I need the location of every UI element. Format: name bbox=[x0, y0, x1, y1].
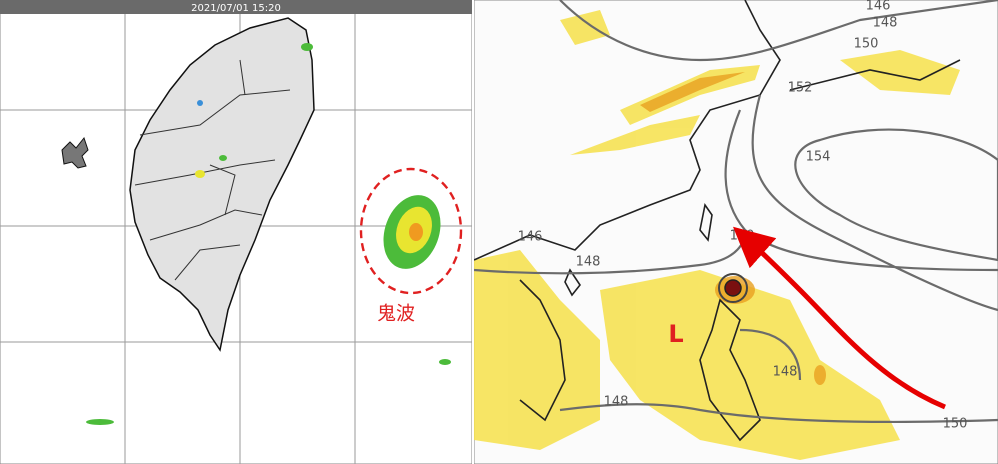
movement-arrow bbox=[733, 226, 946, 410]
model-panel: 146 148 150 152 154 146 148 150 148 148 … bbox=[474, 0, 998, 464]
radar-panel: 鬼波 2021/07/01 15:20 bbox=[0, 0, 472, 464]
contour-label: 150 bbox=[854, 37, 879, 52]
county-borders bbox=[134, 59, 291, 281]
header-bar bbox=[0, 0, 472, 14]
contour-label: 146 bbox=[518, 230, 543, 245]
contour-label: 154 bbox=[806, 150, 831, 165]
contour-label: 146 bbox=[866, 0, 891, 14]
highlight-circle bbox=[359, 167, 463, 295]
annotation: 鬼波 bbox=[377, 303, 415, 325]
coastlines bbox=[474, 0, 961, 442]
contour-label: 148 bbox=[773, 365, 798, 380]
penghu-islands bbox=[61, 136, 89, 169]
radar-echoes bbox=[86, 43, 451, 425]
contour-label: 152 bbox=[788, 81, 813, 96]
contour-label: 148 bbox=[604, 395, 629, 410]
taiwan-island bbox=[129, 17, 315, 352]
contour-label: 148 bbox=[576, 255, 601, 270]
timestamp: 2021/07/01 15:20 bbox=[191, 3, 281, 14]
contour-label: 148 bbox=[873, 16, 898, 31]
contour-label: 150 bbox=[943, 417, 968, 432]
low-pressure-label: L bbox=[668, 320, 683, 348]
